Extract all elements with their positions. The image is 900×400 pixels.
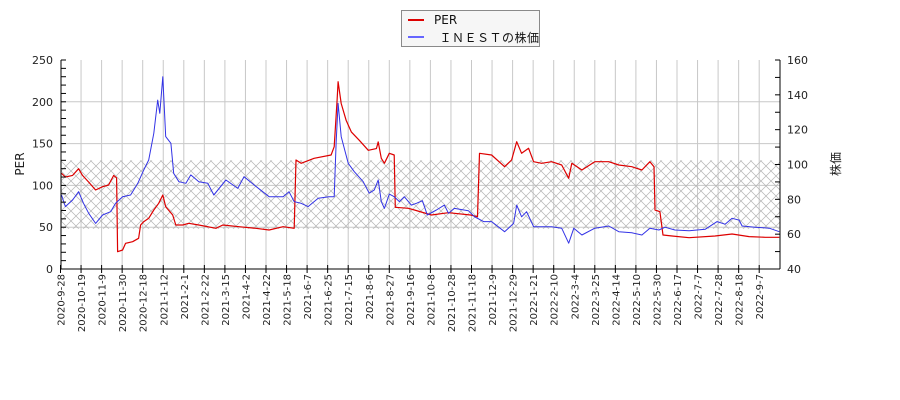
x-tick-label: 2022-4-14 [611, 274, 622, 326]
x-tick-label: 2021-6-25 [324, 274, 335, 326]
y-right-tick-label: 120 [787, 124, 808, 137]
x-tick-label: 2021-10-8 [426, 274, 437, 326]
legend-swatch-per [408, 19, 424, 21]
y-right-tick-label: 40 [787, 263, 801, 276]
x-tick-label: 2022-5-30 [652, 274, 663, 326]
per-line [61, 81, 780, 253]
legend-swatch-stock-price [408, 36, 424, 38]
legend-item-per: PER [402, 11, 457, 29]
x-tick-label: 2021-8-6 [365, 274, 376, 319]
y-right-tick-label: 100 [787, 159, 808, 172]
x-tick-label: 2021-5-18 [283, 274, 294, 326]
chart-legend: PER ＩＮＥＳＴの株価 [401, 10, 540, 47]
legend-item-stock-price: ＩＮＥＳＴの株価 [402, 28, 540, 46]
x-tick-label: 2021-1-12 [159, 274, 170, 326]
x-tick-label: 2022-3-4 [570, 274, 581, 319]
x-tick-label: 2021-2-22 [200, 274, 211, 326]
x-tick-label: 2021-2-1 [180, 274, 191, 319]
x-tick-label: 2021-4-22 [262, 274, 273, 326]
x-tick-label: 2021-9-16 [406, 274, 417, 326]
y-left-tick-label: 100 [32, 179, 53, 192]
y-right-tick-label: 80 [787, 193, 801, 206]
axes [60, 59, 781, 273]
x-tick-label: 2021-8-27 [385, 274, 396, 326]
x-tick-label: 2021-3-15 [221, 274, 232, 326]
x-tick-label: 2022-7-7 [694, 274, 705, 319]
x-tick-label: 2021-4-2 [241, 274, 252, 319]
y-left-tick-label: 250 [32, 54, 53, 67]
x-tick-label: 2021-7-15 [344, 274, 355, 326]
x-tick-label: 2022-6-17 [673, 274, 684, 326]
stock-price-line [61, 76, 780, 244]
y-left-tick-label: 150 [32, 138, 53, 151]
x-tick-label: 2022-1-21 [529, 274, 540, 326]
legend-label-stock-price: ＩＮＥＳＴの株価 [427, 30, 540, 45]
y-left-tick-label: 200 [32, 96, 53, 109]
x-tick-label: 2020-9-28 [57, 274, 68, 326]
x-tick-label: 2022-5-10 [632, 274, 643, 326]
x-tick-label: 2020-10-19 [77, 274, 88, 332]
x-tick-label: 2020-11-9 [98, 274, 109, 326]
legend-label-per: PER [434, 13, 458, 27]
x-tick-label: 2020-12-18 [139, 274, 150, 332]
x-tick-label: 2021-10-28 [447, 274, 458, 332]
x-tick-label: 2021-12-9 [488, 274, 499, 326]
x-tick-label: 2022-3-25 [591, 274, 602, 326]
x-tick-label: 2021-6-7 [303, 274, 314, 319]
y-right-tick-label: 60 [787, 228, 801, 241]
series-lines [61, 76, 780, 253]
y-right-tick-label: 160 [787, 54, 808, 67]
x-tick-label: 2020-11-30 [118, 274, 129, 332]
x-tick-label: 2022-9-7 [755, 274, 766, 319]
y-axis-left-label: PER [13, 152, 27, 175]
x-tick-label: 2021-11-18 [468, 274, 479, 332]
x-tick-label: 2022-7-28 [714, 274, 725, 326]
x-tick-label: 2021-12-29 [509, 274, 520, 332]
y-axis-right-label: 株価 [828, 152, 843, 176]
x-tick-label: 2022-2-10 [550, 274, 561, 326]
per-range-hatched-band [61, 160, 780, 229]
y-left-tick-label: 0 [46, 263, 53, 276]
y-right-tick-label: 140 [787, 89, 808, 102]
x-tick-label: 2022-8-18 [735, 274, 746, 326]
y-left-tick-label: 50 [39, 221, 53, 234]
